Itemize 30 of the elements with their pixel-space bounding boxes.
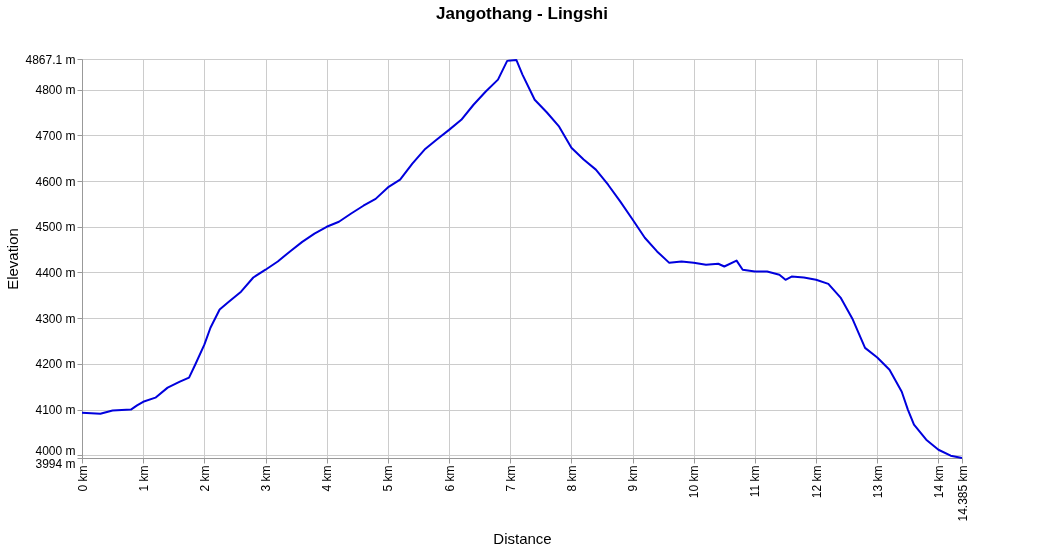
x-tick-label: 2 km [197,465,212,492]
x-axis-title: Distance [493,529,552,547]
x-tick-label: 9 km [626,465,641,492]
y-tick-label: 3994 m [35,456,76,471]
y-tick-label: 4867.1 m [25,52,76,67]
x-tick-label: 7 km [503,465,518,492]
y-tick-label: 4400 m [35,265,76,280]
x-tick-label: 6 km [442,465,457,492]
y-tick-label: 4600 m [35,174,76,189]
y-tick-label: 4800 m [35,83,76,98]
x-tick-label: 11 km [748,465,763,498]
x-tick-label: 4 km [320,465,335,492]
x-tick-label: 10 km [687,465,702,499]
y-axis-title: Elevation [4,228,22,290]
chart-title: Jangothang - Lingshi [436,4,608,23]
x-tick-label: 13 km [870,465,885,499]
x-tick-label: 12 km [809,465,824,499]
x-tick-label: 14 km [931,465,946,499]
x-tick-label: 5 km [381,465,396,492]
y-tick-label: 4100 m [35,403,76,418]
y-tick-label: 4200 m [35,357,76,372]
x-tick-label: 1 km [136,465,151,492]
x-tick-label: 3 km [259,465,274,492]
x-tick-label: 14.385 km [955,465,970,522]
y-tick-label: 4500 m [35,220,76,235]
y-tick-label: 4700 m [35,128,76,143]
x-tick-label: 8 km [564,465,579,492]
y-tick-label: 4300 m [35,311,76,326]
x-tick-label: 0 km [75,465,90,492]
y-tick-label: 4000 m [35,443,76,458]
